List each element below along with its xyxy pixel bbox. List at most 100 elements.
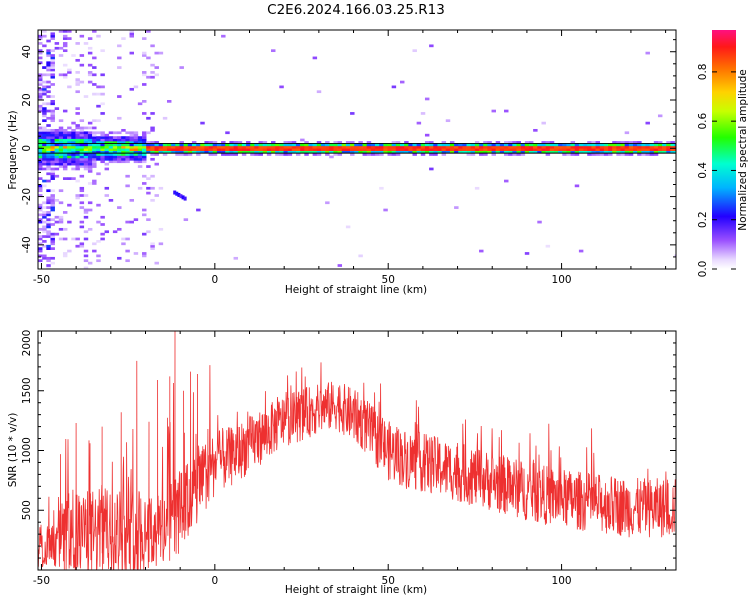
heatmap-cell <box>46 230 51 234</box>
heatmap-cell <box>528 145 534 149</box>
heatmap-cell <box>229 148 234 151</box>
heatmap-cell <box>337 148 343 151</box>
heatmap-cell <box>549 145 555 149</box>
heatmap-cell <box>87 182 93 185</box>
heatmap-cell <box>67 162 72 166</box>
colorbar-gradient <box>712 30 736 269</box>
heatmap-cell <box>142 157 147 161</box>
heatmap-cell <box>549 143 555 147</box>
heatmap-cell <box>50 32 55 36</box>
heatmap-cell <box>175 191 179 196</box>
heatmap-cell <box>54 136 60 139</box>
heatmap-cell <box>304 153 309 156</box>
heatmap-cell <box>92 133 97 137</box>
heatmap-cell <box>42 157 47 161</box>
heatmap-cell <box>75 145 80 149</box>
heatmap-cell <box>441 148 447 151</box>
heatmap-cell <box>75 124 80 127</box>
heatmap-cell <box>662 150 667 154</box>
heatmap-cell <box>258 153 263 156</box>
heatmap-cell <box>441 141 447 144</box>
heatmap-cell <box>624 141 630 144</box>
heatmap-cell <box>38 92 43 96</box>
heatmap-cell <box>125 138 130 142</box>
heatmap-cell <box>287 143 293 147</box>
heatmap-cell <box>79 150 85 154</box>
heatmap-cell <box>87 63 93 67</box>
heatmap-cell <box>337 141 343 144</box>
heatmap-cell <box>83 266 89 269</box>
heatmap-cell <box>137 150 143 154</box>
heatmap-cell <box>62 141 68 144</box>
heatmap-cell <box>104 153 110 156</box>
heatmap-cell <box>42 107 47 110</box>
heatmap-cell <box>142 254 147 258</box>
heatmap-cell <box>100 138 105 142</box>
heatmap-cell <box>379 145 384 149</box>
heatmap-cell <box>79 131 85 135</box>
heatmap-cell <box>216 145 222 149</box>
heatmap-cell <box>433 153 438 156</box>
heatmap-cell <box>200 121 205 125</box>
heatmap-cell <box>166 148 172 151</box>
heatmap-cell <box>125 160 130 164</box>
heatmap-cell <box>50 73 55 77</box>
heatmap-cell <box>67 177 72 180</box>
heatmap-cell <box>179 145 184 149</box>
heatmap-cell <box>212 150 218 154</box>
heatmap-cell <box>333 143 338 147</box>
heatmap-cell <box>46 143 51 147</box>
heatmap-cell <box>350 153 355 156</box>
heatmap-cell <box>117 150 122 154</box>
heatmap-cell <box>125 155 130 159</box>
heatmap-cell <box>662 148 667 151</box>
heatmap-cell <box>404 150 409 154</box>
heatmap-cell <box>42 153 47 156</box>
heatmap-cell <box>87 155 93 159</box>
heatmap-cell <box>499 148 505 151</box>
heatmap-cell <box>516 148 521 151</box>
heatmap-cell <box>58 141 64 144</box>
heatmap-cell <box>38 78 43 81</box>
heatmap-cell <box>83 136 89 139</box>
heatmap-cell <box>383 208 388 212</box>
heatmap-cell <box>87 148 93 151</box>
heatmap-cell <box>129 51 134 55</box>
heatmap-cell <box>437 148 442 151</box>
heatmap-cell <box>237 148 243 151</box>
heatmap-cell <box>191 145 197 149</box>
heatmap-cell <box>129 133 134 137</box>
heatmap-cell <box>158 150 164 154</box>
heatmap-cell <box>87 126 93 130</box>
heatmap-cell <box>142 71 147 74</box>
heatmap-cell <box>75 155 80 159</box>
heatmap-cell <box>146 30 151 33</box>
heatmap-cell <box>341 150 347 154</box>
heatmap-cell <box>325 141 330 144</box>
heatmap-cell <box>458 145 463 149</box>
heatmap-cell <box>370 145 376 149</box>
heatmap-cell <box>79 155 85 159</box>
heatmap-cell <box>62 254 68 258</box>
heatmap-cell <box>412 143 417 147</box>
heatmap-cell <box>112 160 118 164</box>
heatmap-cell <box>528 150 534 154</box>
heatmap-cell <box>96 172 101 176</box>
heatmap-cell <box>246 141 251 144</box>
heatmap-cell <box>87 162 93 166</box>
heatmap-cell <box>42 211 47 214</box>
snr-x-axis-label: Height of straight line (km) <box>285 584 427 596</box>
heatmap-cell <box>154 66 159 69</box>
heatmap-cell <box>512 148 517 151</box>
heatmap-cell <box>241 148 247 151</box>
heatmap-cell <box>166 100 172 103</box>
heatmap-cell <box>354 143 359 147</box>
heatmap-cell <box>92 141 97 144</box>
heatmap-cell <box>187 145 193 149</box>
heatmap-cell <box>58 148 64 151</box>
heatmap-cell <box>129 136 134 139</box>
heatmap-cell <box>175 150 180 154</box>
heatmap-cell <box>641 143 646 147</box>
heatmap-cell <box>649 148 655 151</box>
